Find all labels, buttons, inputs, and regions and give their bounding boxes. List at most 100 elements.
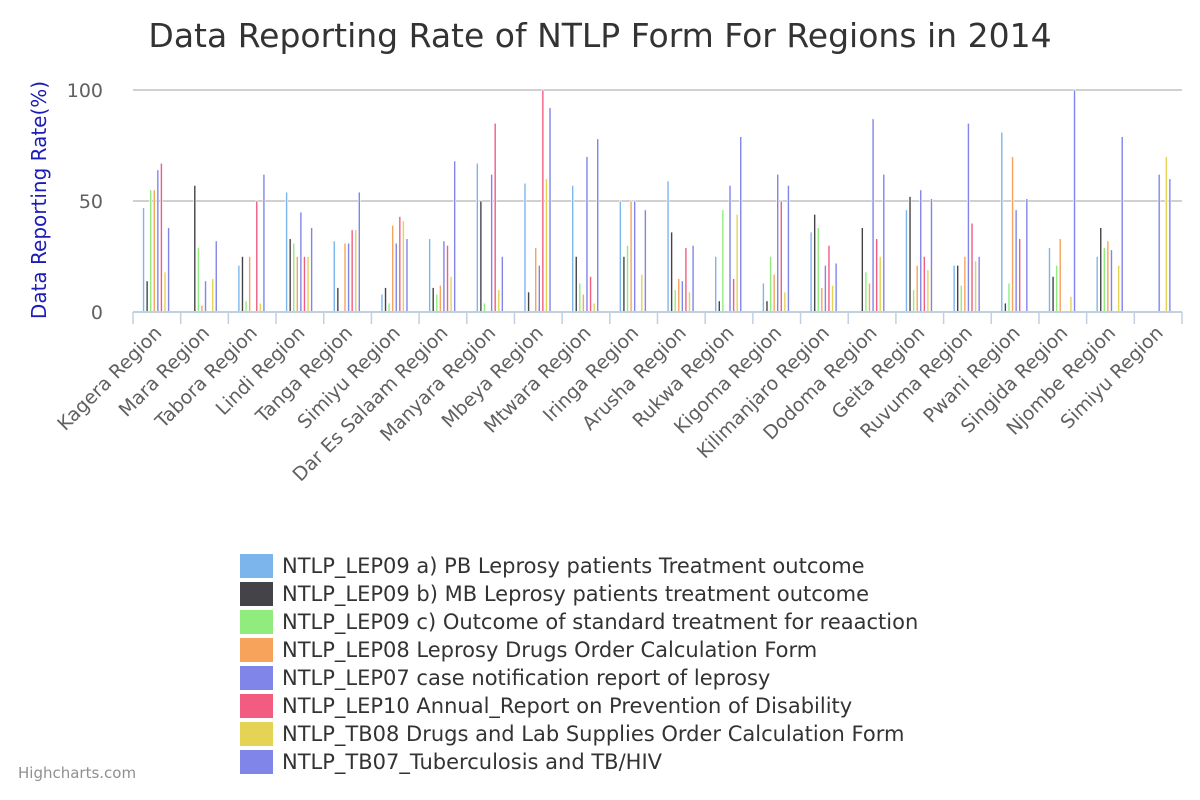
bar[interactable] [959,285,963,313]
bar[interactable] [769,256,772,313]
bar[interactable] [861,227,864,313]
bar[interactable] [255,200,259,313]
bar[interactable] [578,282,582,313]
bar[interactable] [582,293,585,313]
bar[interactable] [497,289,501,313]
bar[interactable] [439,285,442,313]
bar[interactable] [1110,249,1113,313]
bar[interactable] [145,280,149,313]
bar[interactable] [523,182,527,313]
bar[interactable] [739,136,743,313]
bar[interactable] [1011,156,1014,313]
bar[interactable] [684,247,688,313]
bar[interactable] [1018,238,1021,313]
bar[interactable] [285,191,288,313]
bar[interactable] [248,256,251,313]
bar[interactable] [776,174,780,313]
bar[interactable] [633,200,636,313]
bar[interactable] [292,242,296,313]
bar[interactable] [160,162,163,313]
bar[interactable] [380,293,384,313]
bar[interactable] [765,300,769,313]
bar[interactable] [878,256,882,313]
bar[interactable] [446,245,449,313]
bar[interactable] [974,260,977,313]
bar[interactable] [772,273,776,313]
bar[interactable] [834,262,838,313]
bar[interactable] [1106,240,1110,313]
bar[interactable] [717,300,721,313]
bar[interactable] [142,207,145,313]
bar[interactable] [501,256,504,313]
legend-item[interactable]: NTLP_LEP08 Leprosy Drugs Order Calculati… [240,636,918,664]
bar[interactable] [871,118,875,313]
bar[interactable] [534,247,538,313]
bar[interactable] [347,242,350,313]
bar[interactable] [1157,174,1161,313]
bar[interactable] [813,214,816,313]
bar[interactable] [398,216,402,313]
bar[interactable] [156,169,160,313]
bar[interactable] [193,185,197,313]
bar[interactable] [537,265,541,313]
bar[interactable] [779,200,783,313]
bar[interactable] [670,231,673,313]
bar[interactable] [816,227,820,313]
bar[interactable] [1048,247,1051,313]
bar[interactable] [875,238,878,313]
legend-item[interactable]: NTLP_LEP09 a) PB Leprosy patients Treatm… [240,552,918,580]
bar[interactable] [387,302,391,313]
bar[interactable] [391,225,394,313]
bar[interactable] [1165,156,1168,313]
bar[interactable] [915,265,919,313]
bar[interactable] [1073,89,1076,313]
bar[interactable] [214,240,218,313]
bar[interactable] [691,245,695,313]
credits[interactable]: Highcharts.com [18,764,137,782]
bar[interactable] [476,162,479,313]
bar[interactable] [824,265,827,313]
bar[interactable] [167,227,170,313]
bar[interactable] [384,287,387,313]
bar[interactable] [820,287,824,313]
bar[interactable] [237,265,241,313]
bar[interactable] [1058,238,1062,313]
bar[interactable] [735,214,739,313]
bar[interactable] [908,196,912,313]
bar[interactable] [626,245,629,313]
bar[interactable] [1117,265,1120,313]
bar[interactable] [868,282,871,313]
bar[interactable] [541,89,545,313]
bar[interactable] [970,222,974,313]
bar[interactable] [149,189,152,313]
bar[interactable] [619,200,622,313]
bar[interactable] [1069,296,1073,313]
bar[interactable] [809,231,813,313]
bar[interactable] [299,211,303,313]
bar[interactable] [394,242,398,313]
bar[interactable] [288,238,292,313]
bar[interactable] [350,229,354,313]
bar[interactable] [343,242,347,313]
bar[interactable] [244,300,248,313]
bar[interactable] [1103,247,1106,313]
bar[interactable] [1007,282,1011,313]
bar[interactable] [721,209,725,313]
bar[interactable] [688,291,691,313]
bar[interactable] [204,280,207,313]
legend-item[interactable]: NTLP_LEP10 Annual_Report on Prevention o… [240,692,918,720]
bar[interactable] [629,200,633,313]
bar[interactable] [1095,256,1099,313]
bar[interactable] [262,174,266,313]
bar[interactable] [1168,178,1172,313]
legend-item[interactable]: NTLP_TB08 Drugs and Lab Supplies Order C… [240,720,918,748]
bar[interactable] [241,256,244,313]
bar[interactable] [596,138,600,313]
bar[interactable] [1014,209,1018,313]
bar[interactable] [211,278,214,313]
bar[interactable] [483,302,486,313]
bar[interactable] [1055,265,1058,313]
bar[interactable] [259,302,262,313]
bar[interactable] [548,107,552,313]
legend-item[interactable]: NTLP_LEP09 c) Outcome of standard treatm… [240,608,918,636]
